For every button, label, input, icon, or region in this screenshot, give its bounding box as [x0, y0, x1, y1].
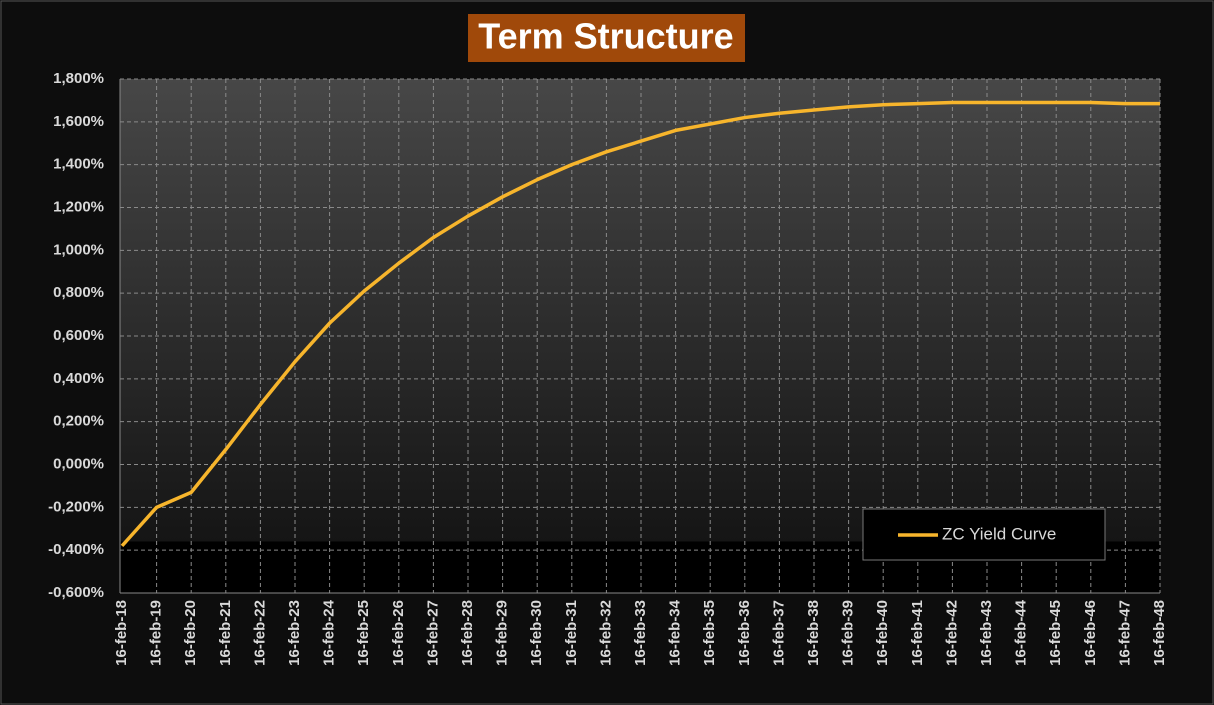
- x-tick-label: 16-feb-43: [978, 600, 995, 666]
- x-tick-label: 16-feb-24: [321, 599, 338, 666]
- y-tick-label: 1,600%: [53, 113, 104, 130]
- x-tick-label: 16-feb-28: [459, 600, 476, 666]
- title-box: [468, 14, 745, 62]
- x-tick-label: 16-feb-25: [355, 600, 372, 666]
- y-tick-label: 0,800%: [53, 284, 104, 301]
- x-tick-label: 16-feb-37: [770, 600, 787, 666]
- y-tick-label: 0,600%: [53, 327, 104, 344]
- x-tick-label: 16-feb-31: [563, 600, 580, 666]
- x-tick-label: 16-feb-47: [1116, 600, 1133, 666]
- x-tick-label: 16-feb-29: [494, 600, 511, 666]
- y-tick-label: 0,400%: [53, 370, 104, 387]
- y-tick-label: 1,200%: [53, 198, 104, 215]
- chart-title: Term Structure: [478, 16, 733, 57]
- x-tick-label: 16-feb-46: [1082, 600, 1099, 666]
- y-tick-label: 1,400%: [53, 156, 104, 173]
- y-tick-label: 0,200%: [53, 413, 104, 430]
- y-tick-label: -0,200%: [48, 498, 104, 515]
- x-tick-label: 16-feb-41: [909, 600, 926, 666]
- y-tick-label: 1,800%: [53, 70, 104, 87]
- x-tick-label: 16-feb-40: [874, 600, 891, 666]
- x-tick-label: 16-feb-36: [736, 600, 753, 666]
- x-tick-label: 16-feb-30: [528, 600, 545, 666]
- y-tick-label: -0,600%: [48, 584, 104, 601]
- x-tick-label: 16-feb-45: [1047, 600, 1064, 666]
- y-tick-label: -0,400%: [48, 541, 104, 558]
- x-tick-label: 16-feb-19: [148, 600, 165, 666]
- x-tick-label: 16-feb-42: [943, 600, 960, 666]
- plot: -0,600% -0,400% -0,200% 0,000% 0,200% 0,400% 0…: [48, 70, 1168, 666]
- x-tick-label: 16-feb-26: [390, 600, 407, 666]
- x-tick-label: 16-feb-27: [424, 600, 441, 666]
- x-tick-label: 16-feb-33: [632, 600, 649, 666]
- x-tick-label: 16-feb-35: [701, 600, 718, 666]
- legend-label: ZC Yield Curve: [942, 524, 1056, 543]
- x-tick-label: 16-feb-39: [840, 600, 857, 666]
- x-tick-label: 16-feb-20: [182, 600, 199, 666]
- x-tick-label: 16-feb-38: [805, 600, 822, 666]
- x-tick-label: 16-feb-22: [251, 600, 268, 666]
- x-tick-label: 16-feb-34: [667, 599, 684, 666]
- x-tick-label: 16-feb-48: [1151, 600, 1168, 666]
- y-tick-label: 1,000%: [53, 241, 104, 258]
- y-tick-label: 0,000%: [53, 455, 104, 472]
- x-tick-label: 16-feb-18: [113, 600, 130, 666]
- x-tick-label: 16-feb-44: [1013, 599, 1030, 666]
- x-tick-label: 16-feb-23: [286, 600, 303, 666]
- x-tick-label: 16-feb-21: [217, 600, 234, 666]
- line-series: [120, 100, 1160, 548]
- x-tick-label: 16-feb-32: [597, 600, 614, 666]
